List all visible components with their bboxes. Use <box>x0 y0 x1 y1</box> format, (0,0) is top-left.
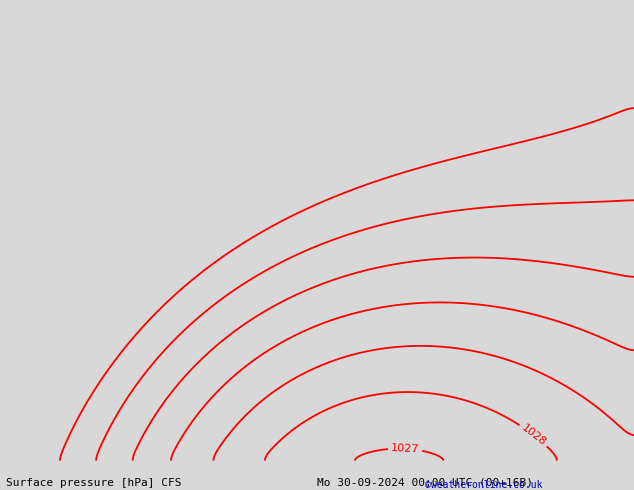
Text: 1027: 1027 <box>391 443 420 455</box>
Text: ©weatheronline.co.uk: ©weatheronline.co.uk <box>425 480 542 490</box>
Text: Mo 30-09-2024 00:00 UTC (00+16B): Mo 30-09-2024 00:00 UTC (00+16B) <box>317 478 533 488</box>
Text: Surface pressure [hPa] CFS: Surface pressure [hPa] CFS <box>6 478 182 488</box>
Text: 1028: 1028 <box>519 422 548 448</box>
